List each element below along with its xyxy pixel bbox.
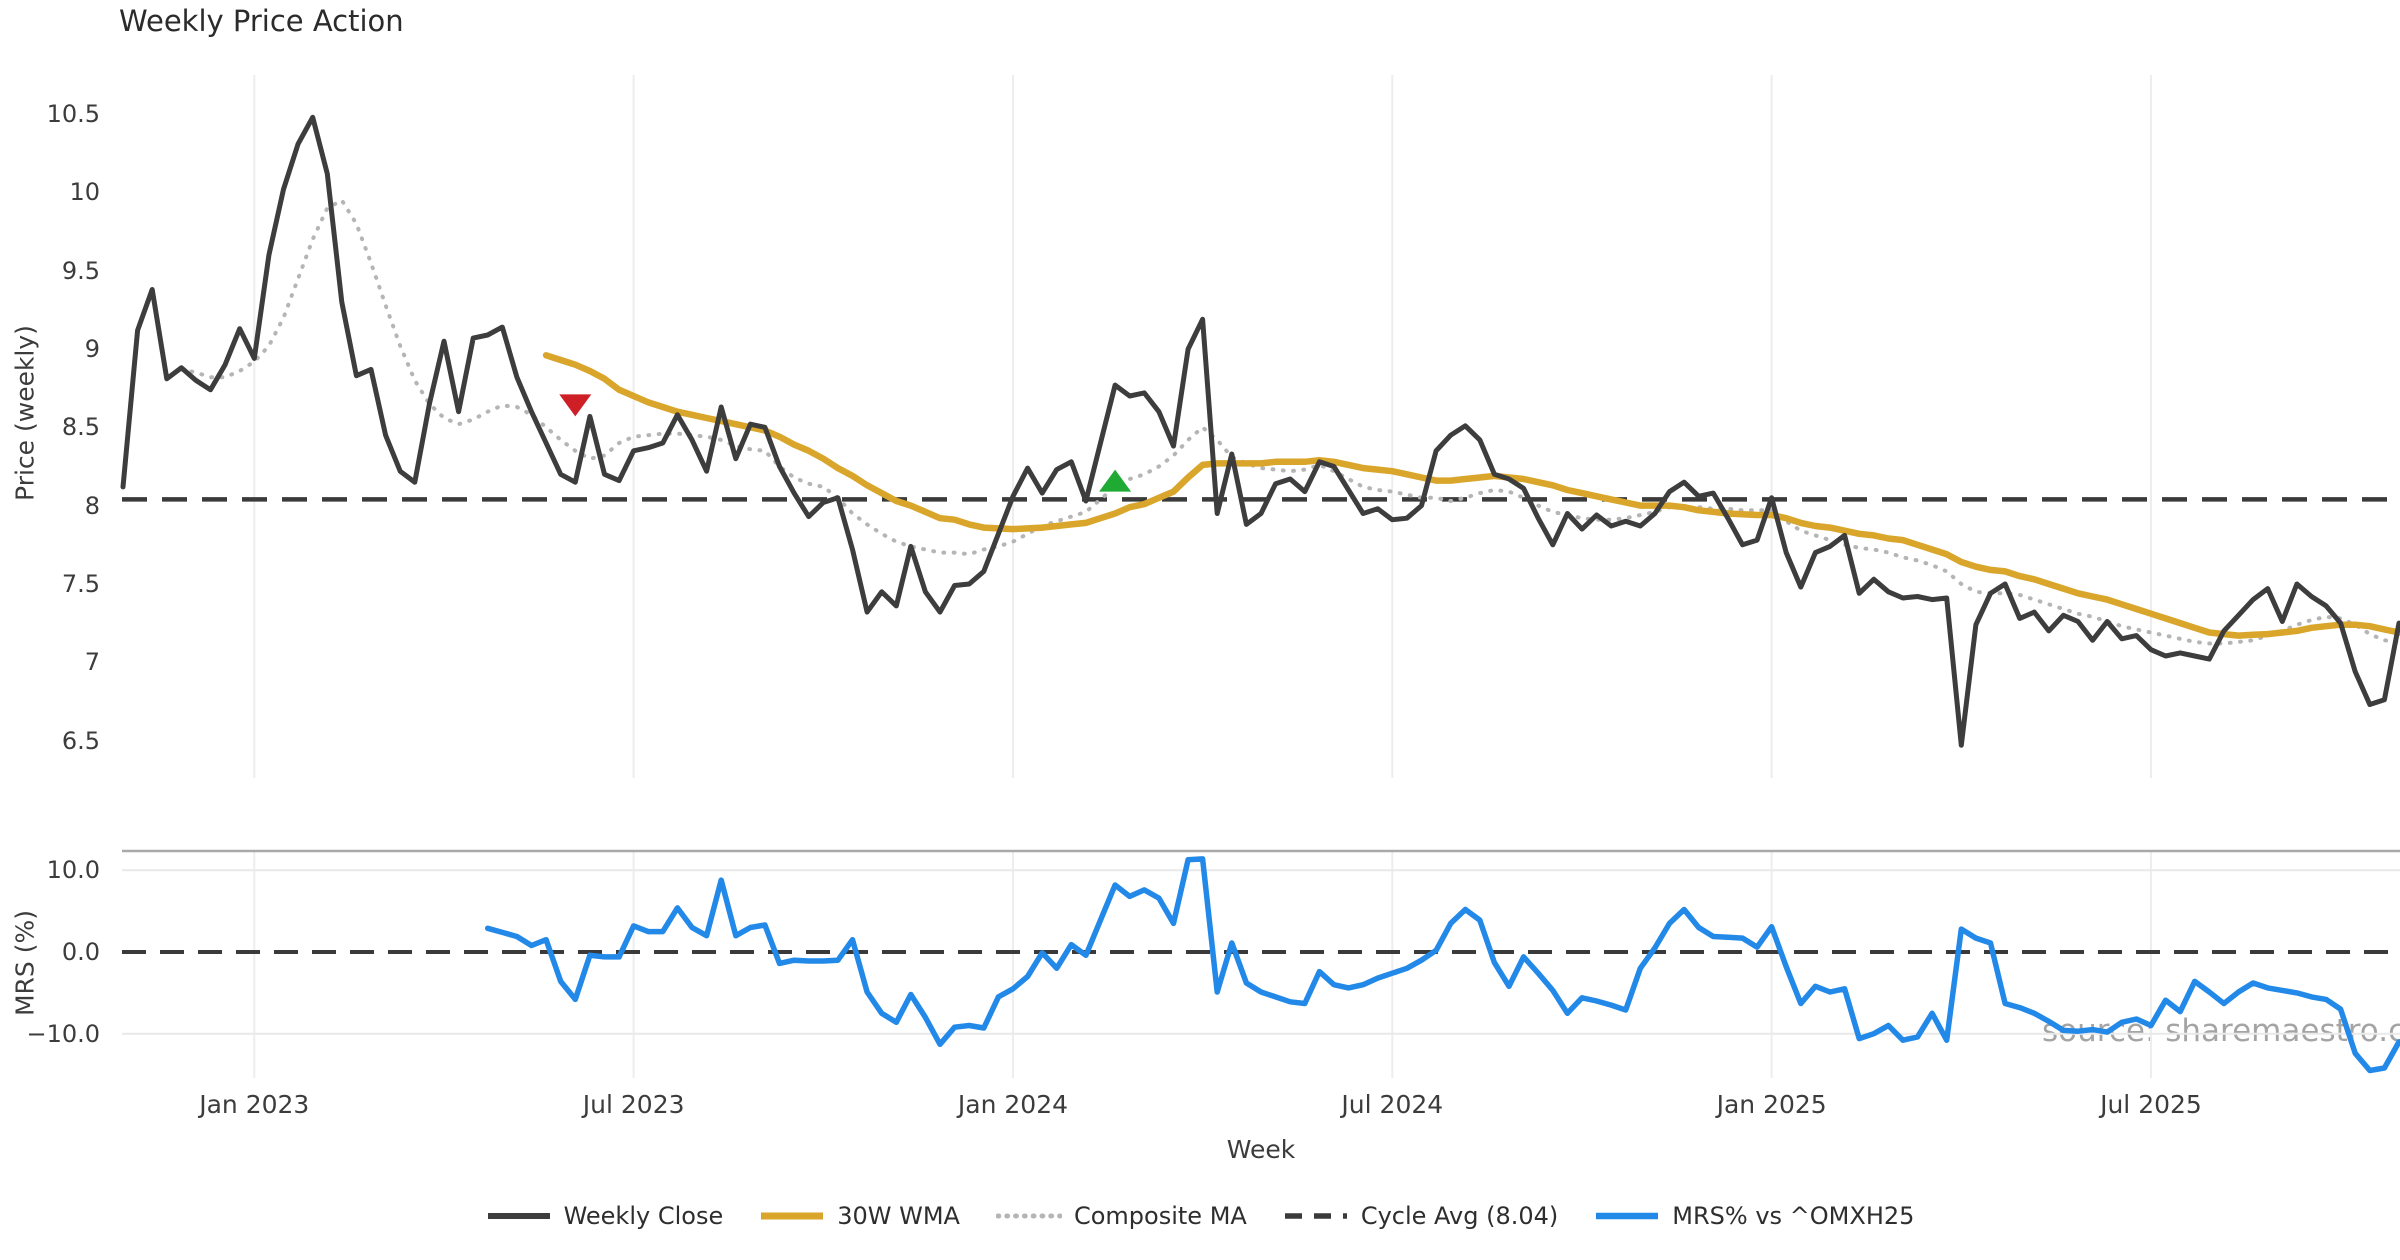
legend-label: 30W WMA <box>837 1202 960 1230</box>
series-weekly-close <box>120 114 2400 748</box>
series-mrs-vs-omxh25 <box>484 856 2400 1074</box>
legend-item-weekly-close: Weekly Close <box>486 1202 724 1230</box>
legend-label: MRS% vs ^OMXH25 <box>1672 1202 1915 1230</box>
legend-line-swatch <box>1284 1213 1347 1219</box>
price-tick-9.5: 9.5 <box>61 256 100 285</box>
x-tick-Jul 2024: Jul 2024 <box>1341 1090 1444 1119</box>
x-tick-Jan 2023: Jan 2023 <box>199 1090 310 1119</box>
legend-item-mrs-vs-omxh25: MRS% vs ^OMXH25 <box>1594 1202 1914 1230</box>
price-tick-7.5: 7.5 <box>61 569 100 598</box>
x-tick-Jan 2024: Jan 2024 <box>957 1090 1069 1119</box>
x-tick-Jul 2023: Jul 2023 <box>582 1090 685 1119</box>
legend-label: Weekly Close <box>563 1202 724 1230</box>
series-30w-wma <box>542 352 2400 639</box>
price-tick-8.5: 8.5 <box>61 413 100 442</box>
mrs-tick-10.0: 10.0 <box>46 856 100 885</box>
chart-title: Weekly Price Action <box>119 4 404 38</box>
x-tick-Jan 2025: Jan 2025 <box>1716 1090 1827 1119</box>
x-tick-Jul 2025: Jul 2025 <box>2100 1090 2202 1119</box>
price-tick-8: 8 <box>84 491 100 520</box>
legend-label: Cycle Avg (8.04) <box>1360 1202 1559 1230</box>
price-tick-6.5: 6.5 <box>61 726 100 755</box>
series-composite-ma <box>179 197 2400 646</box>
legend-line-swatch <box>761 1212 824 1220</box>
x-axis-label: Week <box>1226 1135 1296 1164</box>
mrs-tick-−10.0: −10.0 <box>26 1019 100 1048</box>
mrs-tick-0.0: 0.0 <box>61 938 100 966</box>
legend-line-swatch <box>995 1213 1062 1219</box>
legend-item-cycle-avg-8-04-: Cycle Avg (8.04) <box>1283 1202 1558 1230</box>
legend-line-swatch <box>1596 1212 1659 1220</box>
chart-legend: Weekly Close 30W WMA Composite MA Cycle Avg… <box>0 1202 2400 1230</box>
legend-label: Composite MA <box>1073 1202 1247 1230</box>
buy-signal-marker <box>1099 469 1132 492</box>
price-tick-10.5: 10.5 <box>46 100 100 129</box>
price-tick-9: 9 <box>84 335 100 364</box>
sell-signal-marker <box>559 394 592 417</box>
legend-item-composite-ma: Composite MA <box>995 1202 1247 1230</box>
price-tick-10: 10 <box>69 178 100 207</box>
legend-item-30w-wma: 30W WMA <box>759 1202 960 1230</box>
price-tick-7: 7 <box>84 648 100 677</box>
legend-line-swatch <box>487 1213 550 1219</box>
